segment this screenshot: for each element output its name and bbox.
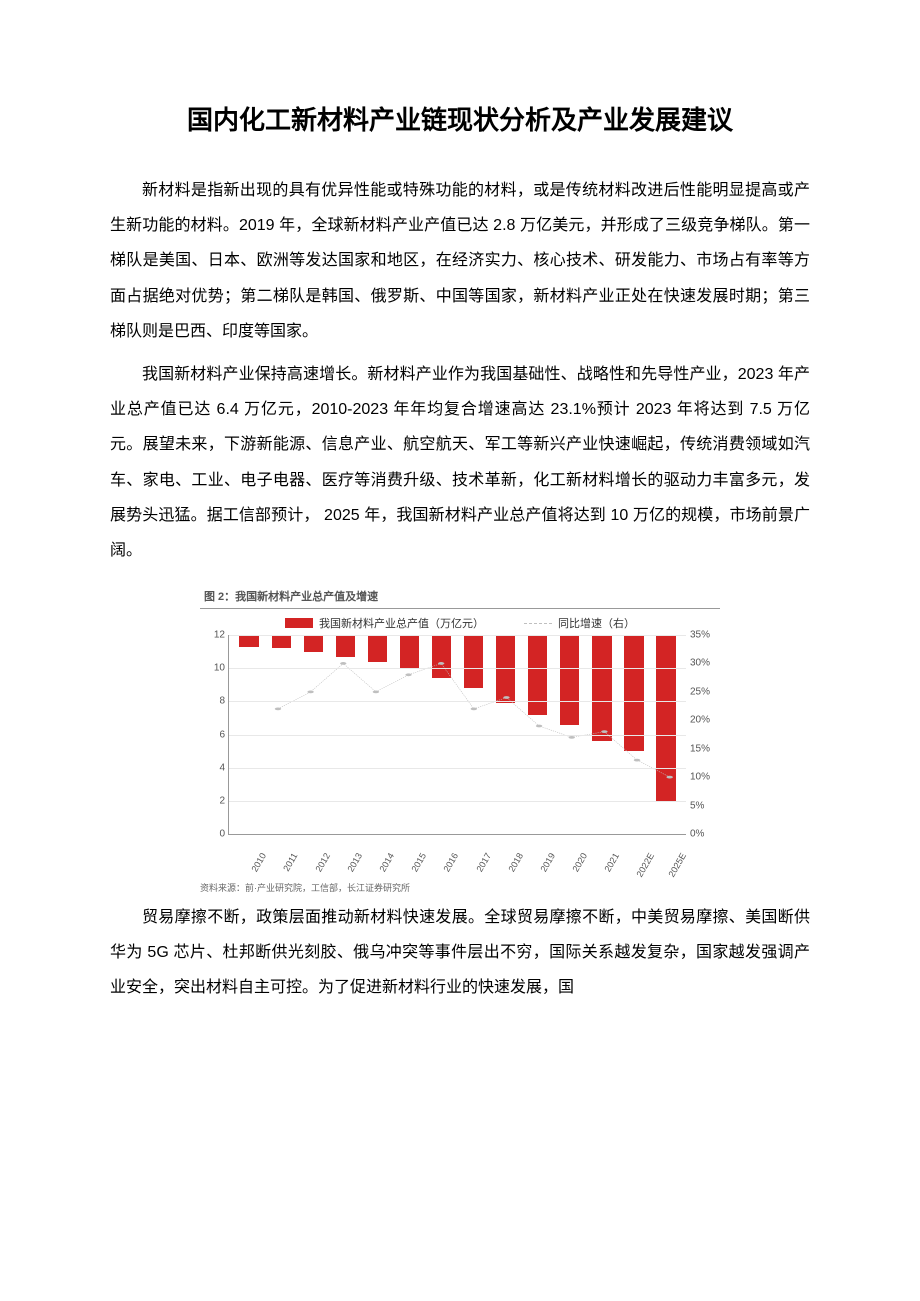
x-category: 2022E xyxy=(634,851,656,879)
gridline xyxy=(229,668,686,669)
legend-line-label: 同比增速（右） xyxy=(558,615,635,631)
legend-bars-label: 我国新材料产业总产值（万亿元） xyxy=(319,615,484,631)
chart-source: 资料来源：前·产业研究院，工信部，长江证券研究所 xyxy=(200,881,720,894)
growth-marker xyxy=(471,708,477,711)
y-right-tick: 35% xyxy=(690,630,720,641)
gridline xyxy=(229,635,686,636)
growth-marker xyxy=(503,696,509,699)
x-category: 2015 xyxy=(410,851,429,873)
paragraph-1: 新材料是指新出现的具有优异性能或特殊功能的材料，或是传统材料改进后性能明显提高或… xyxy=(110,173,810,349)
plot-area: 2010201120122013201420152016201720182019… xyxy=(228,635,686,835)
x-category: 2020 xyxy=(570,851,589,873)
x-category: 2019 xyxy=(538,851,557,873)
y-left-tick: 12 xyxy=(201,630,225,641)
y-left-tick: 4 xyxy=(201,762,225,773)
x-category: 2011 xyxy=(282,851,300,873)
gridline xyxy=(229,701,686,702)
growth-marker xyxy=(536,725,542,728)
growth-marker xyxy=(601,730,607,733)
growth-path xyxy=(278,663,670,777)
y-right-tick: 15% xyxy=(690,743,720,754)
page-title: 国内化工新材料产业链现状分析及产业发展建议 xyxy=(110,100,810,137)
y-right-tick: 5% xyxy=(690,800,720,811)
legend-bars: 我国新材料产业总产值（万亿元） xyxy=(285,615,484,631)
growth-marker xyxy=(307,691,313,694)
x-category: 2017 xyxy=(474,851,493,873)
x-category: 2012 xyxy=(314,851,333,873)
y-left-tick: 2 xyxy=(201,795,225,806)
chart-container: 图 2：我国新材料产业总产值及增速 我国新材料产业总产值（万亿元） 同比增速（右… xyxy=(200,586,720,894)
growth-marker xyxy=(569,736,575,739)
legend-bar-swatch xyxy=(285,618,313,628)
x-category: 2014 xyxy=(378,851,397,873)
paragraph-2: 我国新材料产业保持高速增长。新材料产业作为我国基础性、战略性和先导性产业，202… xyxy=(110,357,810,568)
y-right-tick: 10% xyxy=(690,772,720,783)
growth-marker xyxy=(340,662,346,665)
y-left-tick: 0 xyxy=(201,829,225,840)
growth-marker xyxy=(275,708,281,711)
x-category: 2010 xyxy=(249,851,268,873)
x-category: 2013 xyxy=(346,851,365,873)
growth-marker xyxy=(405,673,411,676)
paragraph-3: 贸易摩擦不断，政策层面推动新材料快速发展。全球贸易摩擦不断，中美贸易摩擦、美国断… xyxy=(110,900,810,1006)
x-category: 2016 xyxy=(442,851,461,873)
x-category: 2018 xyxy=(506,851,525,873)
y-right-tick: 25% xyxy=(690,686,720,697)
legend-line: 同比增速（右） xyxy=(524,615,635,631)
chart-title: 图 2：我国新材料产业总产值及增速 xyxy=(200,586,720,609)
growth-marker xyxy=(666,776,672,779)
y-left-tick: 10 xyxy=(201,663,225,674)
x-category: 2021 xyxy=(602,851,621,873)
chart-plot: 2010201120122013201420152016201720182019… xyxy=(228,635,686,855)
growth-marker xyxy=(438,662,444,665)
growth-marker xyxy=(373,691,379,694)
chart-legend: 我国新材料产业总产值（万亿元） 同比增速（右） xyxy=(200,615,720,631)
growth-marker xyxy=(634,759,640,762)
gridline xyxy=(229,768,686,769)
y-right-tick: 0% xyxy=(690,829,720,840)
x-category: 2025E xyxy=(667,851,689,879)
gridline xyxy=(229,735,686,736)
gridline xyxy=(229,801,686,802)
legend-line-swatch xyxy=(524,623,552,624)
y-right-tick: 30% xyxy=(690,658,720,669)
y-left-tick: 8 xyxy=(201,696,225,707)
y-right-tick: 20% xyxy=(690,715,720,726)
y-left-tick: 6 xyxy=(201,729,225,740)
